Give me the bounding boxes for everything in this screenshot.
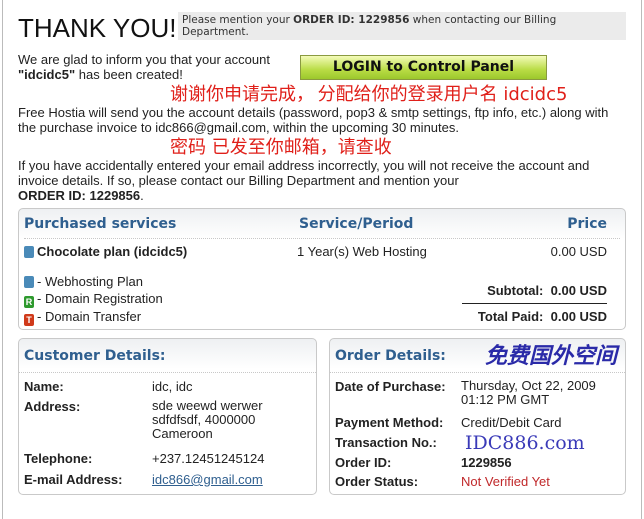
name-value: idc, idc (152, 379, 193, 394)
telephone-value: +237.12451245124 (152, 451, 265, 466)
total-label: Total Paid: (477, 309, 544, 324)
status-label: Order Status: (335, 474, 419, 489)
notice-text-end: when contacting our Billing Department. (182, 14, 557, 38)
total-value: 0.00 USD (550, 309, 607, 324)
login-control-panel-button[interactable]: LOGIN to Control Panel (300, 55, 547, 80)
date-label: Date of Purchase: (335, 379, 446, 394)
transaction-label: Transaction No.: (335, 435, 437, 450)
account-created-text: We are glad to inform you that your acco… (18, 52, 300, 82)
order-id-label: Order ID: (335, 455, 392, 470)
server-icon (24, 276, 34, 288)
account-name: "idcidc5" (18, 67, 76, 82)
overlay-annotation-1: 谢谢你申请完成， (170, 84, 314, 105)
warning-order-id: ORDER ID: 1229856 (18, 188, 141, 203)
intro-line-end: has been created! (75, 67, 183, 82)
service-price: 0.00 USD (550, 244, 607, 259)
order-id-value: 1229856 (461, 455, 512, 470)
date-value: Thursday, Oct 22, 2009 01:12 PM GMT (461, 379, 596, 407)
overlay-annotation-2: 分配给你的登录用户名 idcidc5 (317, 84, 568, 105)
server-icon (24, 246, 34, 258)
legend-label: - Domain Registration (37, 291, 163, 306)
legend-webhosting: - Webhosting Plan (24, 273, 163, 290)
order-id-notice: Please mention your ORDER ID: 1229856 wh… (178, 12, 626, 40)
purchased-services-panel: Purchased services Service/Period Price … (18, 208, 626, 330)
warning-end: . (140, 188, 144, 203)
legend-registration: R- Domain Registration (24, 290, 163, 308)
legend-label: - Webhosting Plan (37, 274, 143, 289)
warning-text: If you have accidentally entered your em… (18, 158, 626, 203)
payment-label: Payment Method: (335, 415, 444, 430)
service-row: Chocolate plan (idcidc5) (24, 244, 187, 259)
order-status-value: Not Verified Yet (461, 474, 550, 489)
service-period: 1 Year(s) Web Hosting (297, 244, 427, 259)
date-line: Thursday, Oct 22, 2009 (461, 378, 596, 393)
col-header-services: Purchased services (24, 216, 177, 232)
payment-value: Credit/Debit Card (461, 415, 562, 430)
overlay-annotation-row-2: 密码 已发至你邮箱，请查收 (170, 137, 626, 158)
address-line: Cameroon (152, 426, 213, 441)
time-line: 01:12 PM GMT (461, 392, 550, 407)
page-content: THANK YOU! Please mention your ORDER ID:… (18, 12, 626, 495)
email-label: E-mail Address: (24, 472, 123, 487)
transfer-icon: T (24, 314, 34, 326)
customer-details-panel: Customer Details: Name: idc, idc Address… (18, 338, 317, 495)
warning-body: If you have accidentally entered your em… (18, 158, 590, 188)
divider (19, 372, 316, 373)
service-name: Chocolate plan (idcidc5) (37, 244, 188, 259)
overlay-annotation-row-1: 谢谢你申请完成， 分配给你的登录用户名 idcidc5 (170, 84, 626, 105)
details-row: Customer Details: Name: idc, idc Address… (18, 338, 626, 495)
total-paid: Total Paid: 0.00 USD (478, 309, 607, 324)
overlay-annotation-3: 密码 已发至你邮箱，请查收 (170, 137, 392, 158)
email-link[interactable]: idc866@gmail.com (152, 472, 263, 487)
intro-line: We are glad to inform you that your acco… (18, 52, 270, 67)
watermark-domain: IDC886.com (465, 432, 585, 454)
subtotal: Subtotal: 0.00 USD (487, 283, 607, 298)
account-details-text: Free Hostia will send you the account de… (18, 105, 609, 135)
col-header-price: Price (567, 216, 607, 232)
divider (330, 372, 625, 373)
intro-row: We are glad to inform you that your acco… (18, 52, 626, 82)
address-label: Address: (24, 399, 81, 414)
registration-icon: R (24, 296, 34, 308)
notice-text: Please mention your (182, 14, 294, 26)
legend-transfer: T- Domain Transfer (24, 308, 163, 326)
order-details-panel: Order Details: 免费国外空间 Date of Purchase: … (329, 338, 626, 495)
total-divider (462, 303, 607, 304)
telephone-label: Telephone: (24, 451, 93, 466)
page-title: THANK YOU! (18, 13, 177, 43)
order-details-title: Order Details: (335, 348, 446, 364)
divider (24, 238, 620, 239)
header-row: THANK YOU! Please mention your ORDER ID:… (18, 12, 626, 45)
subtotal-value: 0.00 USD (550, 283, 607, 298)
icon-legend: - Webhosting Plan R- Domain Registration… (24, 273, 163, 326)
address-line: sde weewd werwer (152, 398, 263, 413)
subtotal-label: Subtotal: (487, 283, 544, 298)
address-line: sdfdfsdf, 4000000 (152, 412, 256, 427)
notice-order-id: ORDER ID: 1229856 (293, 14, 410, 26)
legend-label: - Domain Transfer (37, 309, 142, 324)
col-header-period: Service/Period (299, 216, 414, 232)
customer-details-title: Customer Details: (24, 348, 166, 364)
address-value: sde weewd werwer sdfdfsdf, 4000000 Cameroo… (152, 399, 263, 441)
watermark-slogan: 免费国外空间 (484, 343, 617, 369)
name-label: Name: (24, 379, 64, 394)
